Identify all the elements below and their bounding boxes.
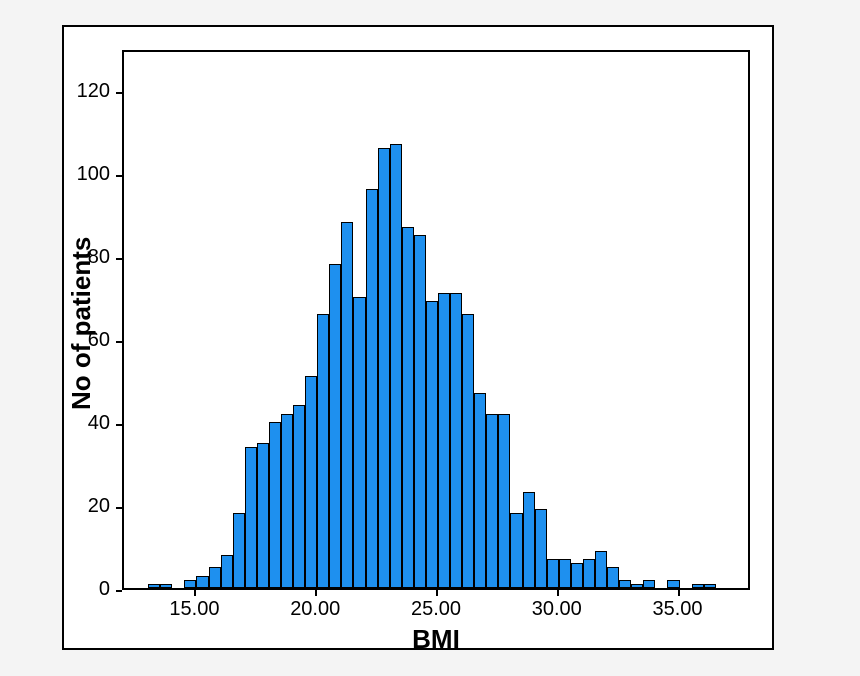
histogram-bar bbox=[426, 301, 438, 588]
histogram-bar bbox=[474, 393, 486, 588]
x-tick-label: 15.00 bbox=[154, 598, 234, 621]
histogram-bar bbox=[643, 580, 655, 588]
y-tick-label: 20 bbox=[66, 495, 110, 518]
histogram-bar bbox=[583, 559, 595, 588]
x-axis-label: BMI bbox=[122, 624, 750, 655]
plot-area bbox=[122, 50, 750, 590]
histogram-bar bbox=[692, 584, 704, 588]
x-tick bbox=[194, 590, 196, 596]
x-tick bbox=[678, 590, 680, 596]
histogram-bar bbox=[317, 314, 329, 588]
y-tick bbox=[116, 590, 122, 592]
histogram-bar bbox=[293, 405, 305, 588]
x-tick-label: 35.00 bbox=[638, 598, 718, 621]
histogram-bar bbox=[414, 235, 426, 588]
histogram-bar bbox=[281, 414, 293, 588]
histogram-bar bbox=[329, 264, 341, 588]
histogram-bar bbox=[438, 293, 450, 588]
histogram-bar bbox=[378, 148, 390, 588]
x-tick bbox=[436, 590, 438, 596]
x-tick bbox=[557, 590, 559, 596]
y-tick bbox=[116, 424, 122, 426]
histogram-bar bbox=[233, 513, 245, 588]
histogram-bar bbox=[547, 559, 559, 588]
histogram-bar bbox=[366, 189, 378, 588]
bars-container bbox=[124, 52, 748, 588]
histogram-bar bbox=[221, 555, 233, 588]
x-tick-label: 25.00 bbox=[396, 598, 476, 621]
histogram-bar bbox=[305, 376, 317, 588]
histogram-bar bbox=[402, 227, 414, 588]
histogram-bar bbox=[559, 559, 571, 588]
histogram-bar bbox=[269, 422, 281, 588]
histogram-bar bbox=[571, 563, 583, 588]
y-tick-label: 120 bbox=[66, 80, 110, 103]
x-tick-label: 20.00 bbox=[275, 598, 355, 621]
histogram-bar bbox=[450, 293, 462, 588]
histogram-bar bbox=[535, 509, 547, 588]
histogram-bar bbox=[148, 584, 160, 588]
histogram-bar bbox=[462, 314, 474, 588]
histogram-bar bbox=[704, 584, 716, 588]
y-tick bbox=[116, 258, 122, 260]
histogram-bar bbox=[184, 580, 196, 588]
histogram-bar bbox=[607, 567, 619, 588]
y-tick bbox=[116, 92, 122, 94]
histogram-bar bbox=[245, 447, 257, 588]
histogram-bar bbox=[196, 576, 208, 588]
histogram-bar bbox=[160, 584, 172, 588]
histogram-bar bbox=[619, 580, 631, 588]
y-tick bbox=[116, 175, 122, 177]
histogram-bar bbox=[353, 297, 365, 588]
x-tick-label: 30.00 bbox=[517, 598, 597, 621]
y-tick bbox=[116, 341, 122, 343]
histogram-bar bbox=[510, 513, 522, 588]
histogram-bar bbox=[595, 551, 607, 588]
histogram-bar bbox=[631, 584, 643, 588]
y-tick-label: 40 bbox=[66, 412, 110, 435]
y-axis-label: No of patients bbox=[66, 237, 97, 410]
histogram-bar bbox=[257, 443, 269, 588]
histogram-bar bbox=[498, 414, 510, 588]
histogram-bar bbox=[341, 222, 353, 588]
histogram-bar bbox=[209, 567, 221, 588]
histogram-bar bbox=[523, 492, 535, 588]
histogram-bar bbox=[667, 580, 679, 588]
histogram-bar bbox=[390, 144, 402, 588]
y-tick bbox=[116, 507, 122, 509]
y-tick-label: 100 bbox=[66, 163, 110, 186]
y-tick-label: 0 bbox=[66, 578, 110, 601]
x-tick bbox=[315, 590, 317, 596]
histogram-bar bbox=[486, 414, 498, 588]
